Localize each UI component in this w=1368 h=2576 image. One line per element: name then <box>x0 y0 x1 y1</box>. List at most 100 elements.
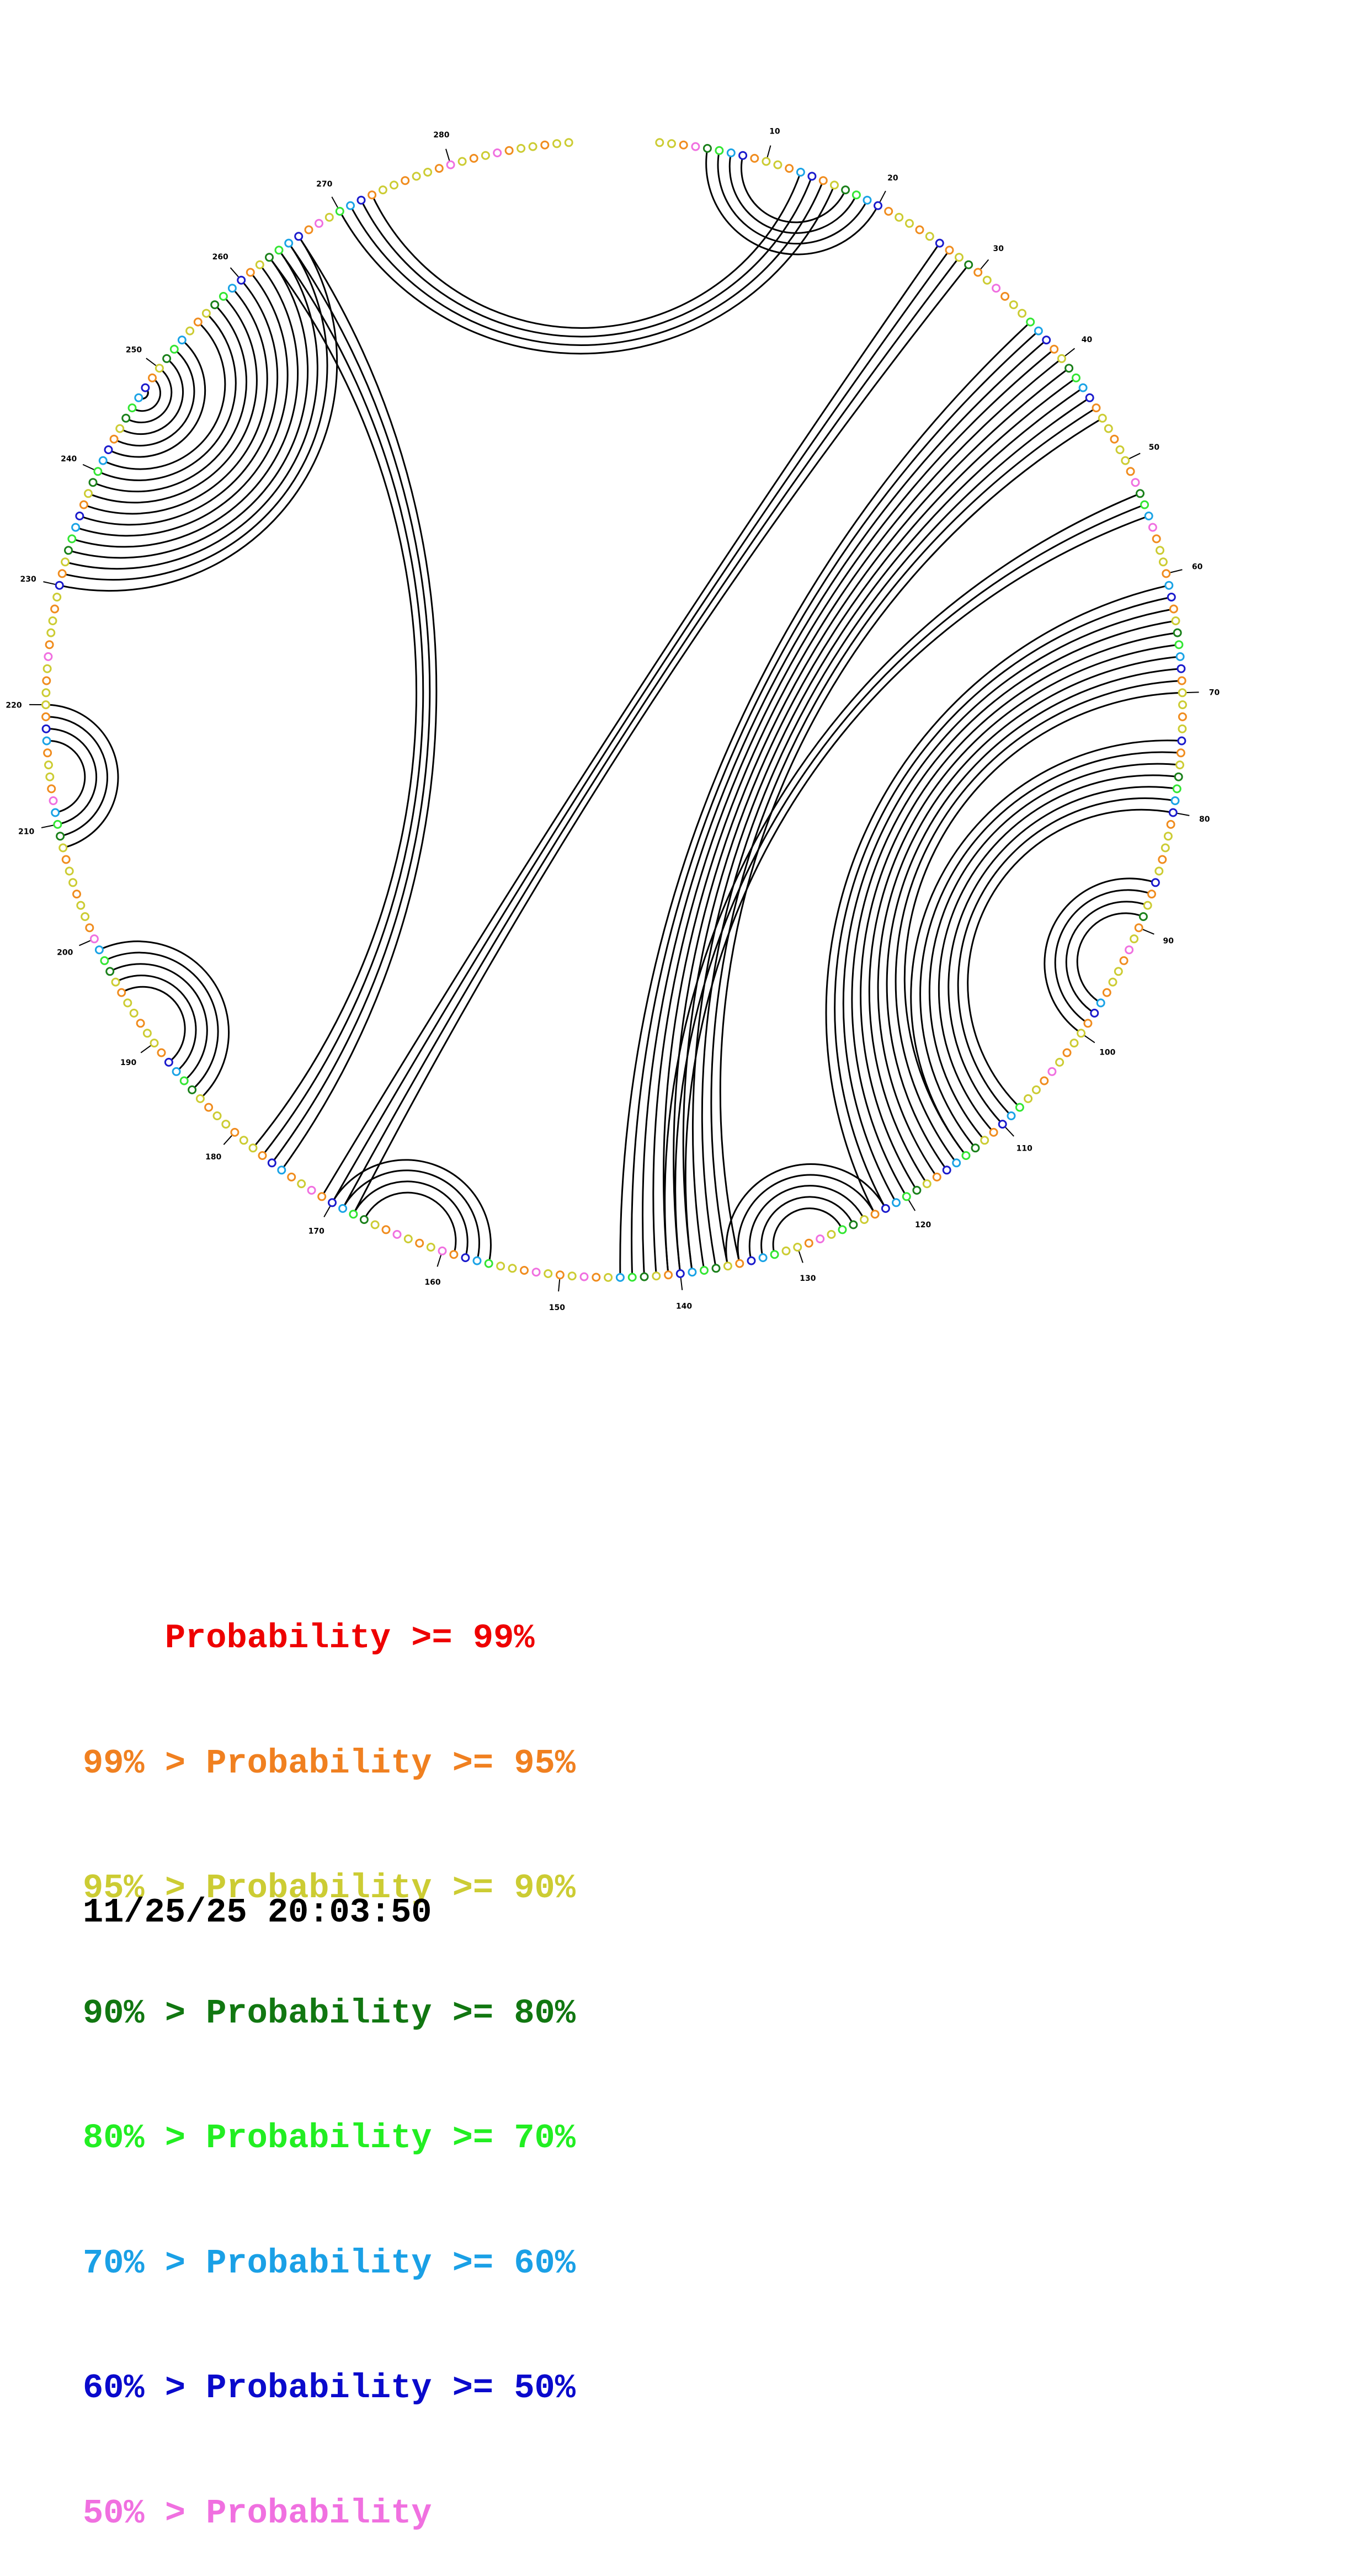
nucleotide <box>178 337 185 344</box>
nucleotide <box>533 1269 540 1276</box>
nucleotide <box>505 147 513 154</box>
nucleotide <box>521 1267 528 1274</box>
nucleotide <box>1099 414 1106 422</box>
nucleotide <box>308 1186 315 1194</box>
nucleotide <box>1035 327 1042 334</box>
nucleotide <box>783 1247 790 1254</box>
tick-label: 130 <box>800 1274 816 1283</box>
nucleotide <box>1071 1040 1078 1047</box>
nucleotide <box>641 1273 648 1280</box>
nucleotide <box>318 1193 326 1200</box>
nucleotide <box>52 809 59 816</box>
nucleotide <box>66 867 73 875</box>
tick-label: 170 <box>308 1227 324 1236</box>
tick-mark <box>79 941 90 946</box>
nucleotide <box>58 570 66 577</box>
nucleotide <box>435 165 443 172</box>
nucleotide <box>946 247 953 254</box>
nucleotide <box>1025 1095 1032 1102</box>
nucleotide <box>842 187 849 194</box>
nucleotide <box>896 214 903 221</box>
nucleotide <box>80 501 87 508</box>
nucleotide <box>222 1121 230 1128</box>
nucleotide <box>629 1274 636 1281</box>
tick-label: 100 <box>1099 1048 1115 1057</box>
base-pair-arc <box>683 378 1076 1272</box>
nucleotide <box>89 479 97 486</box>
nucleotide <box>1140 913 1147 920</box>
nucleotide <box>94 468 102 475</box>
base-pair-arc <box>1045 879 1156 1033</box>
nucleotide <box>427 1244 434 1251</box>
nucleotide <box>656 139 663 146</box>
nucleotide <box>116 425 124 432</box>
nucleotide <box>956 254 963 261</box>
nucleotide <box>1163 570 1170 577</box>
nucleotide <box>653 1273 660 1280</box>
nucleotide <box>712 1265 720 1272</box>
nucleotide <box>278 1167 285 1174</box>
nucleotide <box>1105 425 1112 432</box>
nucleotide <box>1144 902 1151 909</box>
tick-label: 140 <box>676 1302 692 1311</box>
base-pair-arc <box>720 418 1102 1264</box>
legend-prefix: 80% > <box>83 2119 206 2158</box>
nucleotide <box>805 1239 812 1247</box>
nucleotide <box>565 139 572 146</box>
nucleotide <box>379 187 386 194</box>
nucleotide <box>256 261 263 268</box>
nucleotide <box>701 1267 708 1274</box>
nucleotide <box>203 310 210 317</box>
nucleotide <box>123 414 130 422</box>
tick-mark <box>324 1206 330 1217</box>
tick-mark <box>141 1046 151 1053</box>
legend-label: Probability >= 95% <box>206 1744 576 1783</box>
base-pair-arc <box>99 941 229 1099</box>
legend-prefix: 60% > <box>83 2369 206 2408</box>
nucleotide <box>360 1216 368 1223</box>
nucleotide <box>151 1040 158 1047</box>
tick-mark <box>43 582 55 584</box>
nucleotide <box>158 1049 165 1056</box>
nucleotide <box>129 405 136 412</box>
tick-label: 220 <box>6 701 22 710</box>
nucleotide <box>57 833 64 840</box>
nucleotide <box>1148 891 1156 898</box>
nucleotide <box>1177 762 1184 769</box>
nucleotide <box>1159 558 1167 566</box>
nucleotide <box>171 345 178 353</box>
nucleotide <box>470 155 477 162</box>
nucleotide <box>972 1145 979 1152</box>
nucleotide <box>424 169 432 176</box>
tick-mark <box>1170 570 1182 572</box>
tick-label: 30 <box>993 244 1004 253</box>
tick-label: 200 <box>57 949 73 957</box>
base-pair-arc <box>281 236 437 1170</box>
nucleotide <box>382 1226 390 1233</box>
nucleotide <box>689 1269 696 1276</box>
base-pair-arc <box>84 288 267 514</box>
nucleotide <box>545 1270 552 1278</box>
nucleotide <box>704 145 711 152</box>
tick-mark <box>880 191 886 201</box>
nucleotide <box>240 1137 247 1144</box>
nucleotide <box>298 1180 305 1188</box>
nucleotide <box>933 1173 940 1180</box>
nucleotide <box>541 141 549 148</box>
nucleotide <box>404 1236 412 1243</box>
nucleotide <box>1172 618 1179 625</box>
tick-mark <box>768 146 771 157</box>
nucleotide <box>329 1199 336 1206</box>
nucleotide <box>266 254 273 261</box>
nucleotide <box>391 182 398 189</box>
base-pair-arc <box>46 717 107 836</box>
tick-label: 160 <box>424 1278 440 1287</box>
nucleotide <box>1177 749 1184 757</box>
nucleotide <box>42 713 50 720</box>
legend-row-7: 60% > Probability >= 50% <box>83 2367 576 2409</box>
nucleotide <box>808 173 816 180</box>
legend-row-4: 90% > Probability >= 80% <box>83 1993 576 2035</box>
nucleotide <box>350 1211 357 1218</box>
base-pair-arc <box>121 987 185 1062</box>
nucleotide <box>1172 797 1179 805</box>
